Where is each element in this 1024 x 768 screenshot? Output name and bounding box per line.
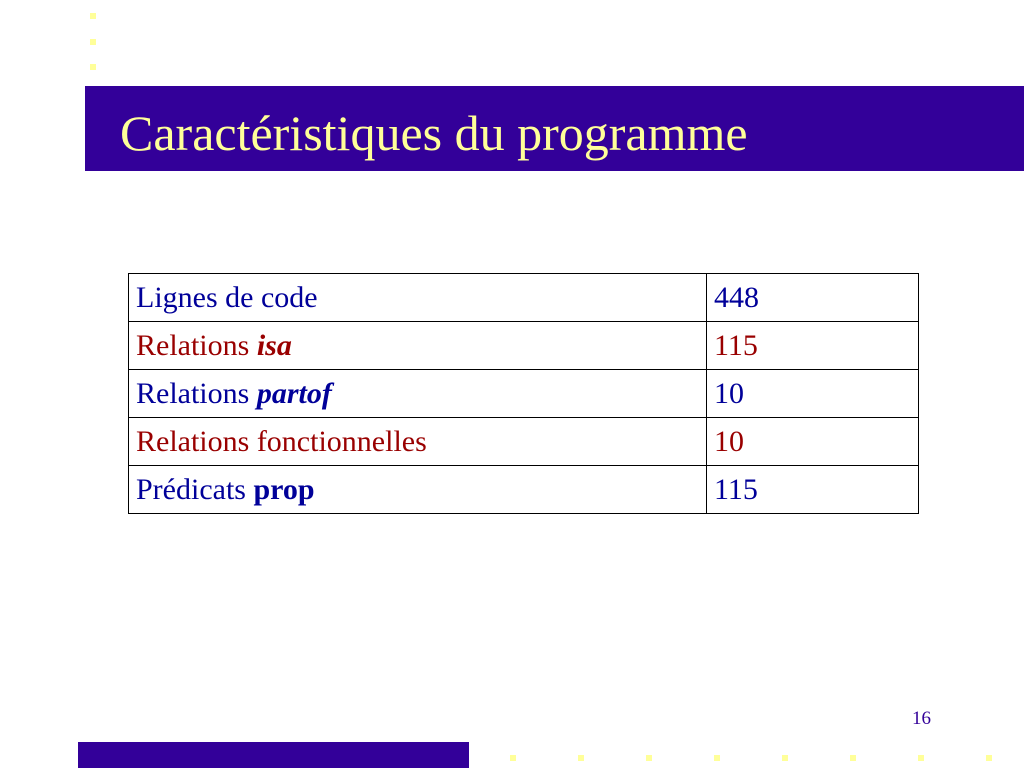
row-value: 448 — [706, 273, 919, 322]
decor-dot — [850, 755, 856, 761]
page-number: 16 — [912, 708, 931, 729]
footer-bar — [78, 742, 469, 768]
table-row: Prédicats prop 115 — [128, 465, 919, 514]
row-label-text: Relations — [136, 376, 257, 410]
table-row: Relations partof 10 — [128, 369, 919, 418]
row-label: Relations fonctionnelles — [128, 417, 707, 466]
decor-dot — [90, 13, 96, 19]
decor-dot — [714, 755, 720, 761]
table-row: Relations fonctionnelles 10 — [128, 417, 919, 466]
row-label-text: Prédicats — [136, 472, 254, 506]
decor-dot — [646, 755, 652, 761]
decor-dot — [578, 755, 584, 761]
row-label-text: Lignes de code — [136, 280, 318, 314]
stats-table: Lignes de code 448 Relations isa 115 Rel… — [128, 273, 919, 514]
table-row: Lignes de code 448 — [128, 273, 919, 322]
table-row: Relations isa 115 — [128, 321, 919, 370]
row-value: 115 — [706, 321, 919, 370]
decor-dot — [90, 39, 96, 45]
decor-dot — [90, 64, 96, 70]
decor-dot — [510, 755, 516, 761]
row-label-emphasis: prop — [253, 472, 315, 506]
row-label: Relations isa — [128, 321, 707, 370]
row-label-emphasis: partof — [256, 376, 332, 410]
row-value: 10 — [706, 417, 919, 466]
row-label-emphasis: isa — [256, 328, 292, 362]
row-label: Lignes de code — [128, 273, 707, 322]
decor-dot — [782, 755, 788, 761]
title-bar — [85, 86, 1024, 171]
row-value: 115 — [706, 465, 919, 514]
decor-dot — [986, 755, 992, 761]
row-label-text: Relations — [136, 328, 257, 362]
slide-title: Caractéristiques du programme — [120, 105, 748, 161]
row-label: Prédicats prop — [128, 465, 707, 514]
row-label: Relations partof — [128, 369, 707, 418]
row-value: 10 — [706, 369, 919, 418]
decor-dot — [918, 755, 924, 761]
row-label-text: Relations fonctionnelles — [136, 424, 427, 458]
